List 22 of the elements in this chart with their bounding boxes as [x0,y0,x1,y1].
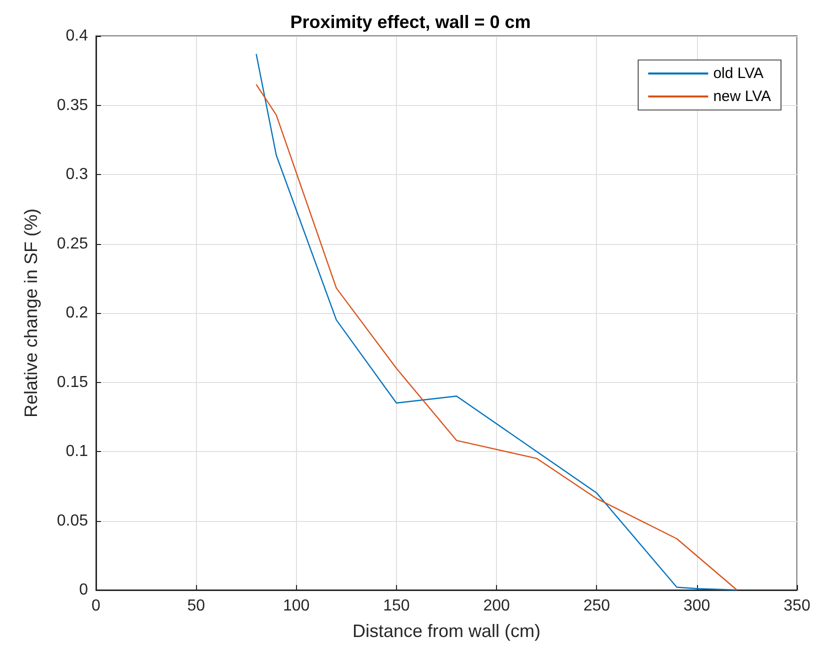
x-tick-label: 0 [92,598,101,614]
x-tick-label: 50 [187,598,206,614]
y-tick-label: 0.3 [66,166,88,183]
y-tick-label: 0.35 [56,96,88,114]
legend-label: new LVA [713,88,771,105]
y-tick-label: 0 [79,582,88,598]
x-tick-label: 350 [784,598,810,614]
y-tick-label: 0.25 [56,235,88,252]
x-tick-label: 250 [583,598,610,614]
legend-label: old LVA [713,65,764,82]
x-tick-label: 100 [282,598,310,614]
y-tick-label: 0.2 [66,304,88,322]
x-tick-label: 150 [383,598,410,614]
y-tick-label: 0.15 [56,374,88,391]
y-tick-label: 0.4 [66,28,88,44]
chart-title: Proximity effect, wall = 0 cm [290,12,531,32]
y-tick-label: 0.05 [56,512,88,530]
x-tick-label: 200 [483,598,510,614]
y-axis-title: Relative change in SF (%) [21,208,41,418]
y-tick-label: 0.1 [66,443,88,460]
x-tick-label: 300 [684,598,710,614]
x-axis-title: Distance from wall (cm) [352,621,541,641]
